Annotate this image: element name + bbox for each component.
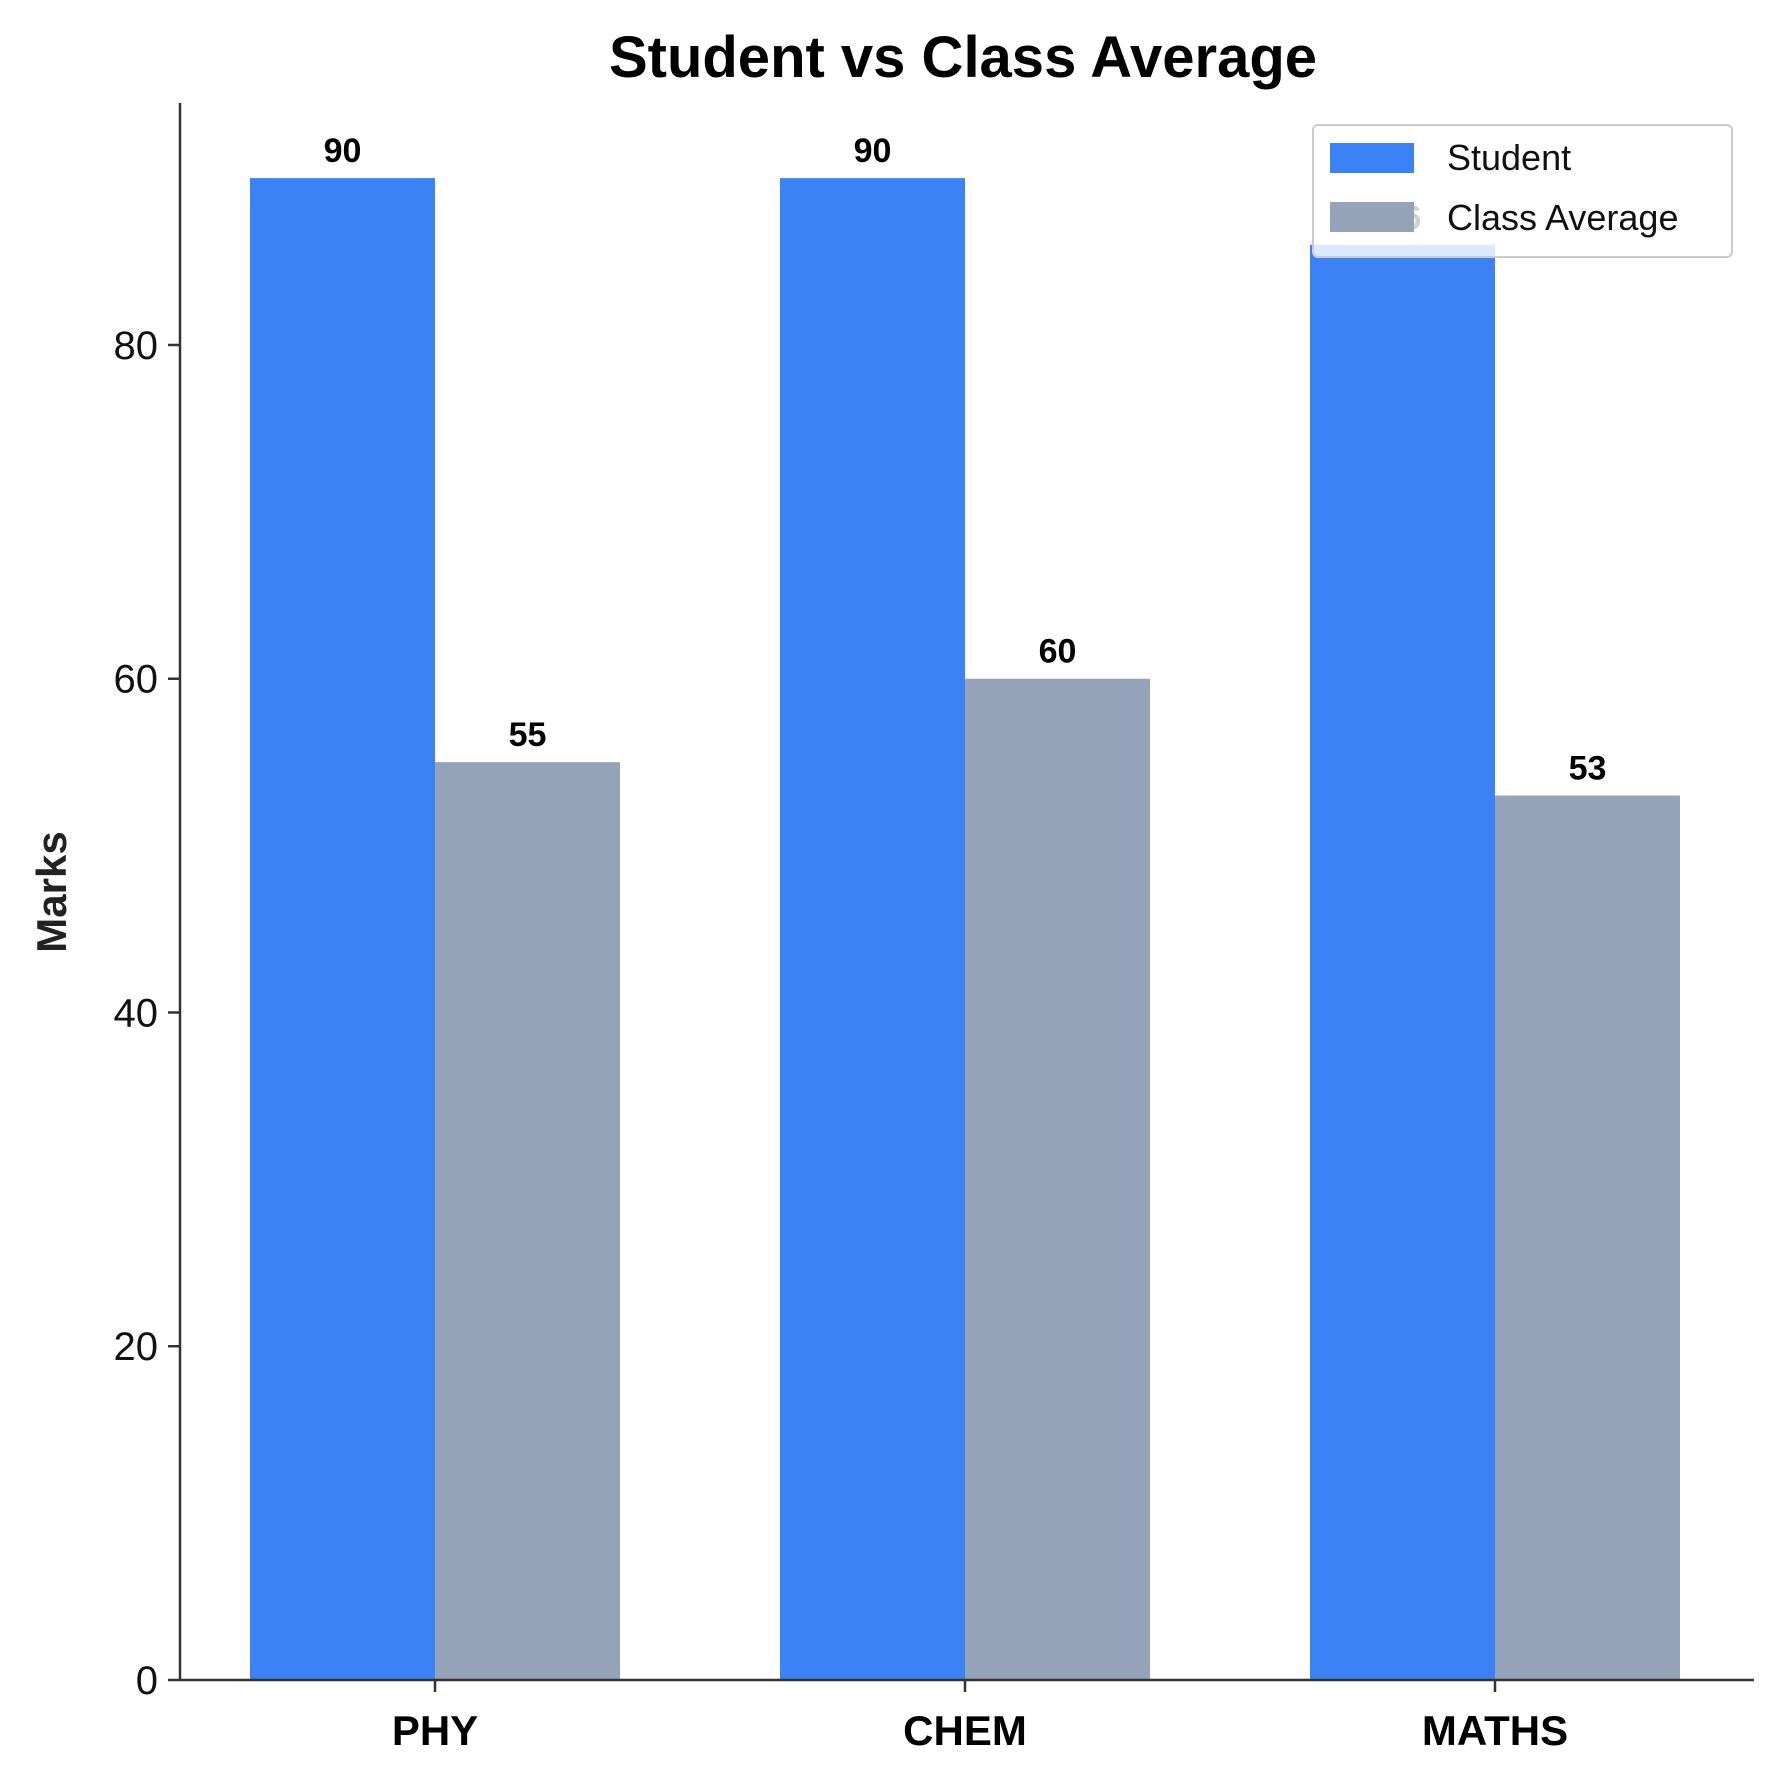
y-tick-label: 20 — [114, 1325, 159, 1369]
legend-swatch-class-average — [1330, 202, 1414, 232]
data-label-class-average-chem: 60 — [1039, 633, 1077, 671]
x-tick-label-phy: PHY — [392, 1707, 478, 1754]
bar-class-average-chem — [965, 678, 1150, 1680]
data-label-class-average-phy: 55 — [509, 716, 547, 754]
bar-class-average-maths — [1495, 795, 1680, 1680]
chart-title: Student vs Class Average — [609, 25, 1317, 90]
bar-student-maths — [1310, 244, 1495, 1680]
x-tick-label-maths: MATHS — [1422, 1707, 1568, 1754]
legend-label-class-average: Class Average — [1447, 197, 1678, 238]
bar-class-average-phy — [435, 762, 620, 1680]
y-tick-label: 80 — [114, 324, 159, 368]
bar-student-chem — [780, 178, 965, 1681]
legend-box — [1312, 124, 1733, 258]
y-axis-ticks: 0 20 40 60 80 — [114, 324, 180, 1703]
bar-student-phy — [250, 178, 435, 1681]
legend-swatch-student — [1330, 143, 1414, 173]
x-tick-label-chem: CHEM — [903, 1707, 1027, 1754]
y-axis-label: Marks — [28, 831, 75, 952]
y-tick-label: 60 — [114, 658, 159, 702]
data-label-class-average-maths: 53 — [1569, 750, 1607, 788]
legend: Student Class Average — [1312, 124, 1733, 258]
plot-area — [250, 178, 1680, 1681]
y-tick-label: 0 — [136, 1659, 158, 1703]
y-tick-label: 40 — [114, 991, 159, 1035]
data-label-student-chem: 90 — [854, 132, 892, 170]
legend-label-student: Student — [1447, 137, 1571, 178]
data-label-student-phy: 90 — [324, 132, 362, 170]
x-axis-ticks: PHY CHEM MATHS — [392, 1680, 1568, 1754]
